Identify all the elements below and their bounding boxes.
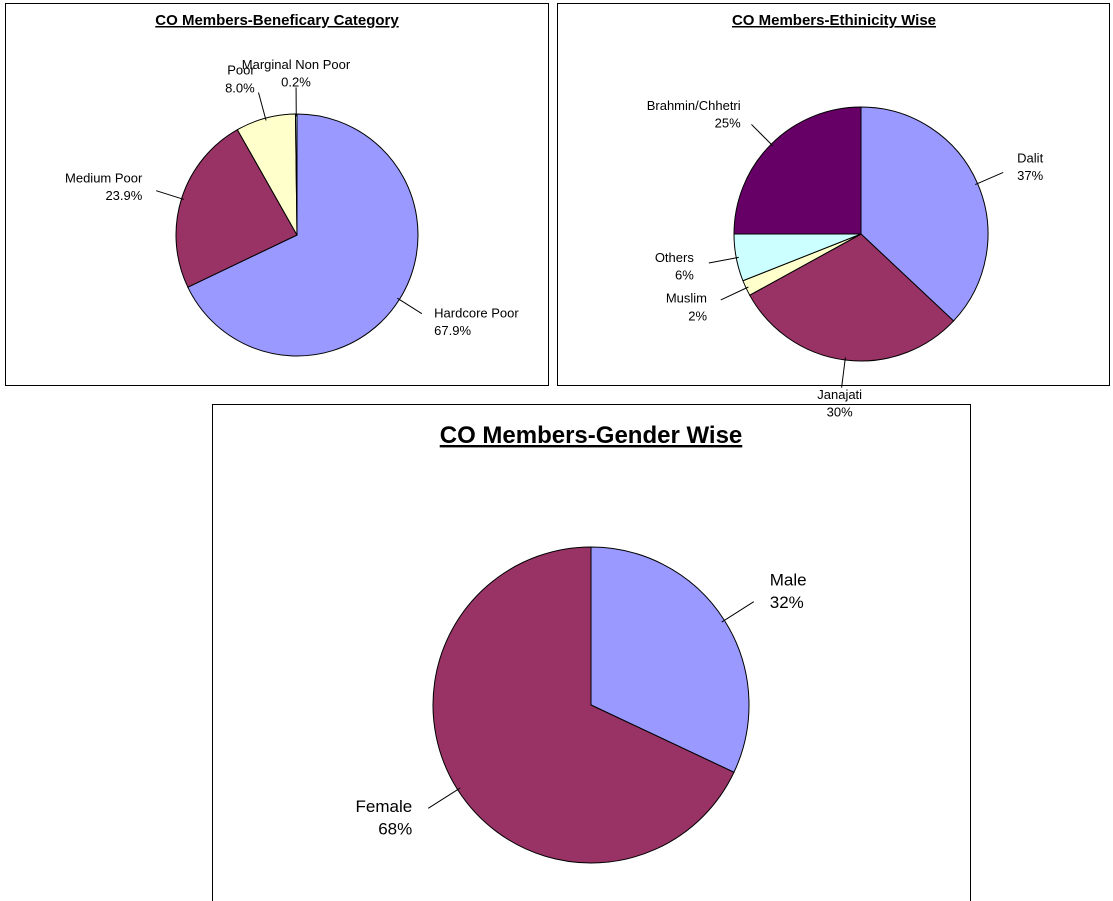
leader-line [751, 124, 774, 147]
value-label: 0.2% [281, 75, 311, 90]
category-label: Janajati [817, 387, 862, 402]
value-label: 2% [688, 308, 707, 323]
value-label: 37% [1017, 168, 1043, 183]
leader-line [721, 601, 755, 623]
leader-line [258, 92, 267, 121]
category-label: Dalit [1017, 151, 1043, 166]
value-label: 6% [675, 268, 694, 283]
category-label: Hardcore Poor [434, 306, 519, 321]
leader-line [975, 172, 1004, 186]
value-label: 30% [827, 405, 853, 420]
category-label: Male [770, 570, 807, 589]
value-label: 32% [770, 593, 804, 612]
value-label: 8.0% [225, 80, 255, 95]
category-label: Marginal Non Poor [242, 57, 351, 72]
value-label: 23.9% [105, 188, 142, 203]
leader-line [427, 787, 461, 809]
chart-title: CO Members-Ethinicity Wise [732, 12, 936, 29]
leader-line [720, 286, 749, 301]
category-label: Medium Poor [65, 171, 143, 186]
category-label: Brahmin/Chhetri [647, 98, 741, 113]
value-label: 25% [715, 115, 741, 130]
leader-line [708, 256, 739, 264]
value-label: 68% [378, 820, 412, 839]
value-label: 67.9% [434, 323, 471, 338]
chart-title: CO Members-Beneficary Category [155, 12, 399, 29]
category-label: Others [655, 250, 695, 265]
category-label: Muslim [666, 291, 707, 306]
leader-line [156, 190, 185, 200]
chart-title: CO Members-Gender Wise [440, 422, 743, 449]
category-label: Female [356, 797, 413, 816]
category-label: Poor [227, 63, 255, 78]
leader-line [397, 297, 423, 315]
leader-line [841, 357, 846, 388]
